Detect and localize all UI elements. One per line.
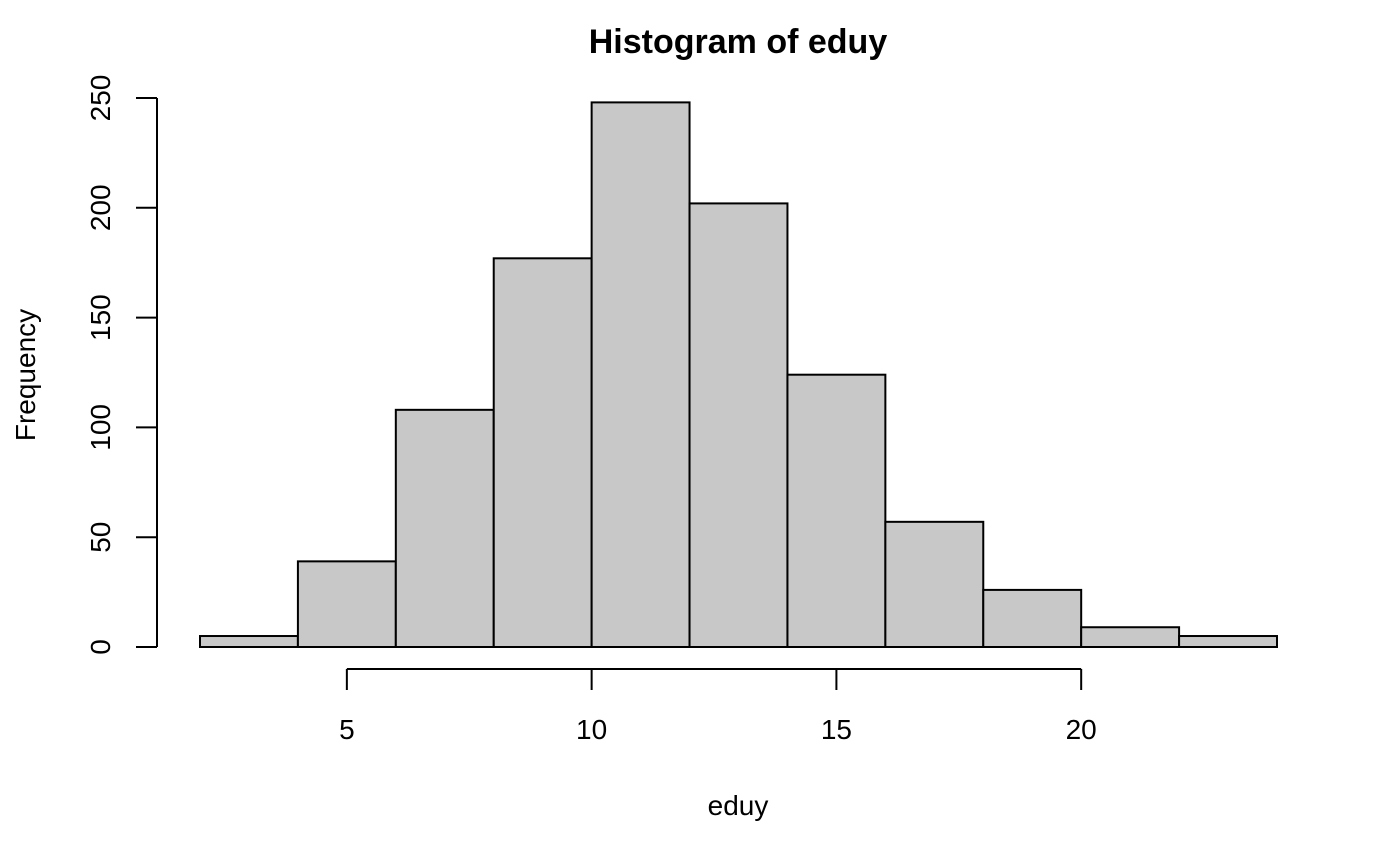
y-tick-label: 100 [85, 404, 116, 451]
y-axis: 0 50 100 150 200 250 [85, 75, 158, 655]
x-tick-label: 10 [576, 714, 607, 745]
histogram-bar-2 [296, 560, 397, 649]
histogram-bar-11 [1178, 635, 1279, 649]
histogram-bar-5 [590, 101, 691, 648]
x-axis-label: eduy [708, 790, 769, 821]
histogram-bar-10 [1080, 626, 1181, 649]
x-tick-label: 5 [339, 714, 355, 745]
x-tick-label: 15 [821, 714, 852, 745]
y-tick-label: 200 [85, 184, 116, 231]
histogram-bar-6 [688, 202, 789, 649]
x-tick-label: 20 [1066, 714, 1097, 745]
histogram-bar-4 [492, 257, 593, 648]
x-axis: 5 10 15 20 [339, 668, 1097, 745]
histogram-bar-7 [786, 373, 887, 648]
bars-group [199, 101, 1279, 649]
y-tick-label: 150 [85, 294, 116, 341]
histogram-bar-1 [199, 635, 299, 649]
y-axis-label: Frequency [10, 309, 41, 441]
y-tick-label: 250 [85, 75, 116, 122]
y-tick-label: 50 [85, 522, 116, 553]
histogram-bar-9 [982, 588, 1083, 648]
histogram-bar-8 [884, 520, 985, 648]
chart-title: Histogram of eduy [589, 23, 888, 61]
histogram-bar-3 [394, 408, 495, 648]
y-tick-label: 0 [85, 639, 116, 655]
